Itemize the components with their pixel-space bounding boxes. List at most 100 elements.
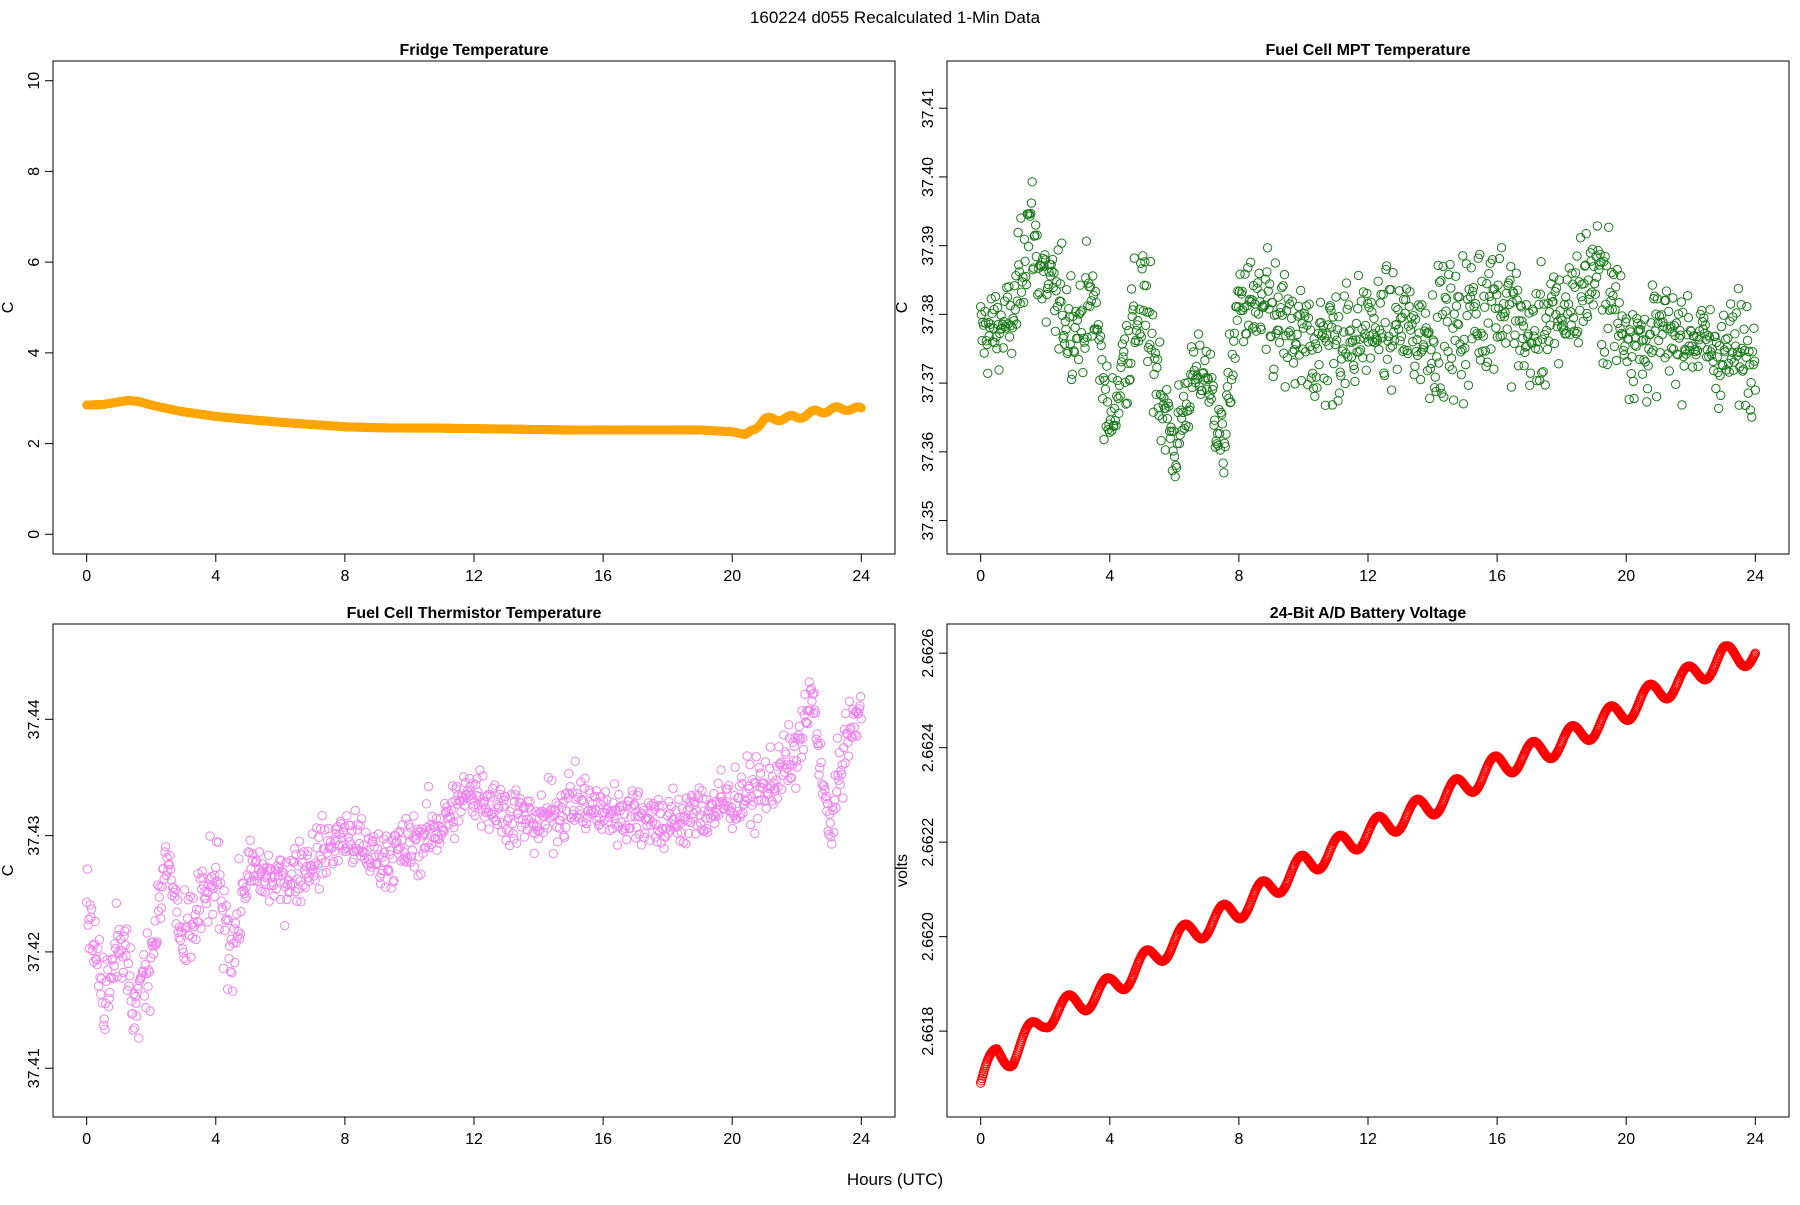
data-point — [1512, 295, 1522, 305]
data-point — [1102, 361, 1112, 371]
data-point — [1642, 397, 1652, 407]
data-point — [1334, 388, 1345, 398]
x-tick-label: 24 — [852, 1131, 870, 1148]
data-point — [1356, 842, 1366, 852]
data-point — [1528, 306, 1538, 316]
data-point — [1540, 380, 1550, 390]
data-point — [1649, 291, 1660, 301]
data-point — [145, 1006, 155, 1016]
data-point — [1164, 401, 1174, 411]
data-point — [472, 774, 482, 784]
data-point — [1594, 264, 1604, 275]
data-point — [82, 864, 93, 874]
data-point — [1304, 299, 1314, 309]
x-tick-label: 12 — [465, 1131, 483, 1148]
y-tick-label: 2.6622 — [920, 818, 937, 867]
data-point — [980, 306, 990, 316]
data-point — [194, 917, 204, 927]
data-point — [1011, 319, 1022, 329]
data-point — [1664, 366, 1675, 376]
data-point — [644, 814, 654, 824]
data-point — [1434, 277, 1445, 287]
data-point — [99, 1014, 110, 1024]
data-point — [1613, 331, 1624, 341]
data-point — [230, 918, 241, 928]
data-point — [1131, 325, 1142, 336]
data-point — [1230, 353, 1240, 364]
data-point — [1529, 325, 1540, 336]
data-point — [413, 871, 423, 881]
data-point — [685, 796, 695, 807]
data-point — [551, 798, 561, 808]
data-point — [493, 802, 504, 812]
data-point — [833, 770, 843, 781]
data-point — [1629, 393, 1639, 404]
data-point — [1651, 391, 1662, 402]
data-point — [1069, 347, 1080, 357]
data-point — [1099, 434, 1109, 445]
data-point — [1575, 233, 1586, 243]
data-point — [405, 823, 415, 833]
data-point — [1310, 339, 1321, 349]
data-point — [1413, 300, 1424, 310]
data-point — [245, 835, 255, 845]
data-point — [1118, 352, 1128, 362]
data-point — [587, 805, 597, 815]
data-point — [1123, 981, 1133, 992]
data-point — [356, 814, 367, 824]
data-point — [709, 788, 719, 799]
data-point — [1160, 445, 1171, 455]
data-point — [1377, 329, 1387, 339]
data-point — [1573, 338, 1584, 348]
data-point — [133, 983, 143, 993]
data-point — [1458, 251, 1468, 261]
data-point — [1341, 348, 1351, 359]
data-point — [1563, 309, 1573, 319]
x-tick-label: 8 — [1234, 568, 1243, 585]
data-point — [1111, 420, 1121, 431]
data-point — [570, 756, 580, 766]
data-point — [628, 790, 638, 800]
data-point — [1470, 299, 1481, 309]
data-point — [435, 813, 446, 824]
data-point — [1262, 243, 1273, 253]
data-point — [1047, 254, 1058, 265]
data-point — [1365, 353, 1376, 363]
data-point — [779, 730, 789, 740]
y-tick-label: 2.6618 — [920, 1007, 937, 1056]
data-point — [1661, 286, 1672, 296]
data-point — [246, 876, 257, 886]
data-point — [1355, 334, 1365, 344]
data-point — [1212, 428, 1223, 439]
data-point — [1494, 253, 1505, 264]
data-point — [1041, 317, 1051, 327]
data-point — [389, 875, 399, 886]
data-point — [1301, 301, 1312, 311]
data-point — [522, 824, 532, 835]
data-point — [1678, 351, 1689, 362]
data-point — [1678, 307, 1688, 317]
data-point — [222, 914, 232, 924]
data-point — [1545, 320, 1555, 330]
data-point — [1266, 332, 1276, 342]
data-point — [1438, 261, 1448, 272]
data-point — [164, 859, 174, 870]
data-point — [1415, 374, 1426, 385]
data-point — [713, 778, 723, 789]
data-point — [1615, 323, 1625, 334]
data-point — [1521, 300, 1531, 310]
y-tick-label: 10 — [26, 72, 43, 90]
data-point — [1471, 309, 1481, 319]
data-point — [1377, 333, 1388, 343]
data-point — [1749, 323, 1759, 333]
data-point — [255, 885, 265, 895]
data-point — [1066, 271, 1076, 281]
data-point — [1630, 340, 1640, 350]
data-point — [1054, 344, 1064, 354]
data-point — [1553, 359, 1564, 369]
data-point — [1592, 221, 1603, 231]
data-point — [764, 763, 775, 773]
data-point — [1265, 331, 1276, 341]
data-point — [277, 866, 287, 877]
data-point — [86, 904, 97, 914]
